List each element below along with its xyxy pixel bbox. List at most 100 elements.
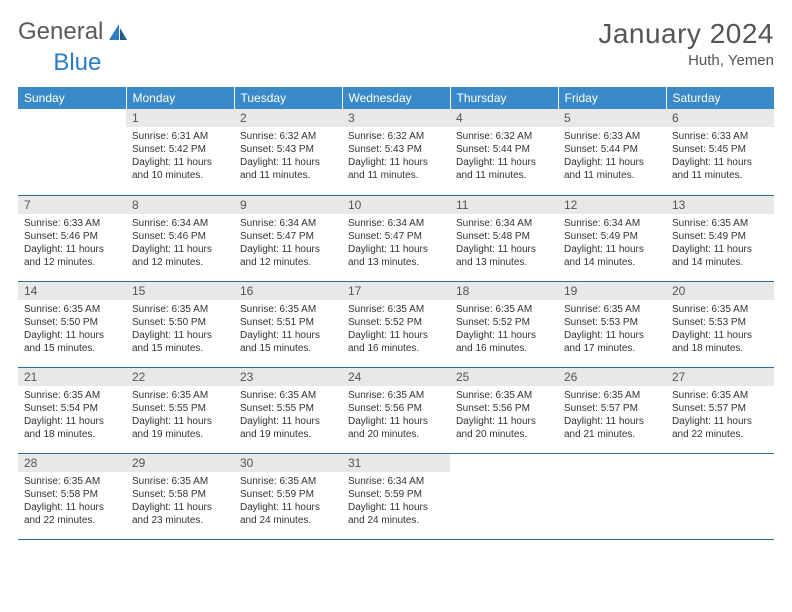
- weekday-header-row: SundayMondayTuesdayWednesdayThursdayFrid…: [18, 87, 774, 109]
- calendar-day-cell: 26Sunrise: 6:35 AMSunset: 5:57 PMDayligh…: [558, 367, 666, 453]
- calendar-day-cell: 18Sunrise: 6:35 AMSunset: 5:52 PMDayligh…: [450, 281, 558, 367]
- day-number: 10: [342, 196, 450, 214]
- day-number: 25: [450, 368, 558, 386]
- day-details: Sunrise: 6:35 AMSunset: 5:57 PMDaylight:…: [558, 386, 666, 445]
- calendar-day-cell: 16Sunrise: 6:35 AMSunset: 5:51 PMDayligh…: [234, 281, 342, 367]
- day-details: Sunrise: 6:32 AMSunset: 5:43 PMDaylight:…: [342, 127, 450, 186]
- day-details: Sunrise: 6:35 AMSunset: 5:58 PMDaylight:…: [126, 472, 234, 531]
- calendar-day-cell: 7Sunrise: 6:33 AMSunset: 5:46 PMDaylight…: [18, 195, 126, 281]
- day-details: Sunrise: 6:33 AMSunset: 5:44 PMDaylight:…: [558, 127, 666, 186]
- day-number: 2: [234, 109, 342, 127]
- day-details: Sunrise: 6:35 AMSunset: 5:50 PMDaylight:…: [18, 300, 126, 359]
- calendar-week-row: 28Sunrise: 6:35 AMSunset: 5:58 PMDayligh…: [18, 453, 774, 539]
- calendar-day-cell: 12Sunrise: 6:34 AMSunset: 5:49 PMDayligh…: [558, 195, 666, 281]
- day-details: Sunrise: 6:35 AMSunset: 5:55 PMDaylight:…: [234, 386, 342, 445]
- calendar-day-cell: 29Sunrise: 6:35 AMSunset: 5:58 PMDayligh…: [126, 453, 234, 539]
- day-number: 8: [126, 196, 234, 214]
- day-details: Sunrise: 6:35 AMSunset: 5:50 PMDaylight:…: [126, 300, 234, 359]
- calendar-day-cell: 5Sunrise: 6:33 AMSunset: 5:44 PMDaylight…: [558, 109, 666, 195]
- calendar-day-cell: 28Sunrise: 6:35 AMSunset: 5:58 PMDayligh…: [18, 453, 126, 539]
- logo-sail-icon: [107, 22, 129, 42]
- day-number: 4: [450, 109, 558, 127]
- calendar-day-cell: 13Sunrise: 6:35 AMSunset: 5:49 PMDayligh…: [666, 195, 774, 281]
- calendar-day-cell: [666, 453, 774, 539]
- day-details: Sunrise: 6:34 AMSunset: 5:59 PMDaylight:…: [342, 472, 450, 531]
- calendar-day-cell: 2Sunrise: 6:32 AMSunset: 5:43 PMDaylight…: [234, 109, 342, 195]
- day-details: Sunrise: 6:35 AMSunset: 5:53 PMDaylight:…: [558, 300, 666, 359]
- calendar-day-cell: 30Sunrise: 6:35 AMSunset: 5:59 PMDayligh…: [234, 453, 342, 539]
- calendar-day-cell: 19Sunrise: 6:35 AMSunset: 5:53 PMDayligh…: [558, 281, 666, 367]
- weekday-header: Wednesday: [342, 87, 450, 109]
- day-number: 19: [558, 282, 666, 300]
- day-number: 26: [558, 368, 666, 386]
- calendar-day-cell: [18, 109, 126, 195]
- day-details: Sunrise: 6:35 AMSunset: 5:57 PMDaylight:…: [666, 386, 774, 445]
- day-details: Sunrise: 6:31 AMSunset: 5:42 PMDaylight:…: [126, 127, 234, 186]
- day-number: 12: [558, 196, 666, 214]
- calendar-day-cell: 11Sunrise: 6:34 AMSunset: 5:48 PMDayligh…: [450, 195, 558, 281]
- logo: General: [18, 18, 131, 46]
- calendar-day-cell: 10Sunrise: 6:34 AMSunset: 5:47 PMDayligh…: [342, 195, 450, 281]
- day-number: 13: [666, 196, 774, 214]
- day-number: 18: [450, 282, 558, 300]
- day-details: Sunrise: 6:35 AMSunset: 5:58 PMDaylight:…: [18, 472, 126, 531]
- day-details: Sunrise: 6:33 AMSunset: 5:46 PMDaylight:…: [18, 214, 126, 273]
- day-number: 11: [450, 196, 558, 214]
- weekday-header: Tuesday: [234, 87, 342, 109]
- calendar-day-cell: 20Sunrise: 6:35 AMSunset: 5:53 PMDayligh…: [666, 281, 774, 367]
- day-details: Sunrise: 6:34 AMSunset: 5:47 PMDaylight:…: [234, 214, 342, 273]
- logo-text-blue: Blue: [53, 49, 101, 77]
- day-details: Sunrise: 6:32 AMSunset: 5:43 PMDaylight:…: [234, 127, 342, 186]
- day-number: 22: [126, 368, 234, 386]
- weekday-header: Thursday: [450, 87, 558, 109]
- day-number: 23: [234, 368, 342, 386]
- weekday-header: Sunday: [18, 87, 126, 109]
- calendar-week-row: 1Sunrise: 6:31 AMSunset: 5:42 PMDaylight…: [18, 109, 774, 195]
- calendar-day-cell: 9Sunrise: 6:34 AMSunset: 5:47 PMDaylight…: [234, 195, 342, 281]
- day-number: 17: [342, 282, 450, 300]
- day-number: 1: [126, 109, 234, 127]
- calendar-day-cell: 6Sunrise: 6:33 AMSunset: 5:45 PMDaylight…: [666, 109, 774, 195]
- day-details: Sunrise: 6:35 AMSunset: 5:54 PMDaylight:…: [18, 386, 126, 445]
- day-details: Sunrise: 6:35 AMSunset: 5:52 PMDaylight:…: [342, 300, 450, 359]
- calendar-body: 1Sunrise: 6:31 AMSunset: 5:42 PMDaylight…: [18, 109, 774, 539]
- day-number: 3: [342, 109, 450, 127]
- day-number: 16: [234, 282, 342, 300]
- logo-text-general: General: [18, 18, 103, 46]
- day-number: 15: [126, 282, 234, 300]
- calendar-table: SundayMondayTuesdayWednesdayThursdayFrid…: [18, 87, 774, 540]
- calendar-week-row: 14Sunrise: 6:35 AMSunset: 5:50 PMDayligh…: [18, 281, 774, 367]
- calendar-week-row: 7Sunrise: 6:33 AMSunset: 5:46 PMDaylight…: [18, 195, 774, 281]
- day-number: 29: [126, 454, 234, 472]
- day-details: Sunrise: 6:35 AMSunset: 5:53 PMDaylight:…: [666, 300, 774, 359]
- day-details: Sunrise: 6:35 AMSunset: 5:49 PMDaylight:…: [666, 214, 774, 273]
- day-details: Sunrise: 6:35 AMSunset: 5:56 PMDaylight:…: [450, 386, 558, 445]
- day-details: Sunrise: 6:34 AMSunset: 5:49 PMDaylight:…: [558, 214, 666, 273]
- calendar-day-cell: 23Sunrise: 6:35 AMSunset: 5:55 PMDayligh…: [234, 367, 342, 453]
- day-number: 14: [18, 282, 126, 300]
- day-details: Sunrise: 6:34 AMSunset: 5:48 PMDaylight:…: [450, 214, 558, 273]
- calendar-day-cell: 4Sunrise: 6:32 AMSunset: 5:44 PMDaylight…: [450, 109, 558, 195]
- calendar-day-cell: 17Sunrise: 6:35 AMSunset: 5:52 PMDayligh…: [342, 281, 450, 367]
- day-number: 7: [18, 196, 126, 214]
- month-title: January 2024: [598, 18, 774, 50]
- day-details: Sunrise: 6:35 AMSunset: 5:59 PMDaylight:…: [234, 472, 342, 531]
- day-number: 24: [342, 368, 450, 386]
- day-number: 31: [342, 454, 450, 472]
- calendar-day-cell: 22Sunrise: 6:35 AMSunset: 5:55 PMDayligh…: [126, 367, 234, 453]
- day-number: 27: [666, 368, 774, 386]
- calendar-day-cell: 27Sunrise: 6:35 AMSunset: 5:57 PMDayligh…: [666, 367, 774, 453]
- calendar-day-cell: [558, 453, 666, 539]
- calendar-day-cell: 15Sunrise: 6:35 AMSunset: 5:50 PMDayligh…: [126, 281, 234, 367]
- day-details: Sunrise: 6:35 AMSunset: 5:51 PMDaylight:…: [234, 300, 342, 359]
- day-number: 20: [666, 282, 774, 300]
- day-number: 6: [666, 109, 774, 127]
- calendar-day-cell: [450, 453, 558, 539]
- day-number: 30: [234, 454, 342, 472]
- weekday-header: Saturday: [666, 87, 774, 109]
- day-details: Sunrise: 6:34 AMSunset: 5:46 PMDaylight:…: [126, 214, 234, 273]
- day-details: Sunrise: 6:34 AMSunset: 5:47 PMDaylight:…: [342, 214, 450, 273]
- weekday-header: Monday: [126, 87, 234, 109]
- calendar-day-cell: 14Sunrise: 6:35 AMSunset: 5:50 PMDayligh…: [18, 281, 126, 367]
- day-number: 5: [558, 109, 666, 127]
